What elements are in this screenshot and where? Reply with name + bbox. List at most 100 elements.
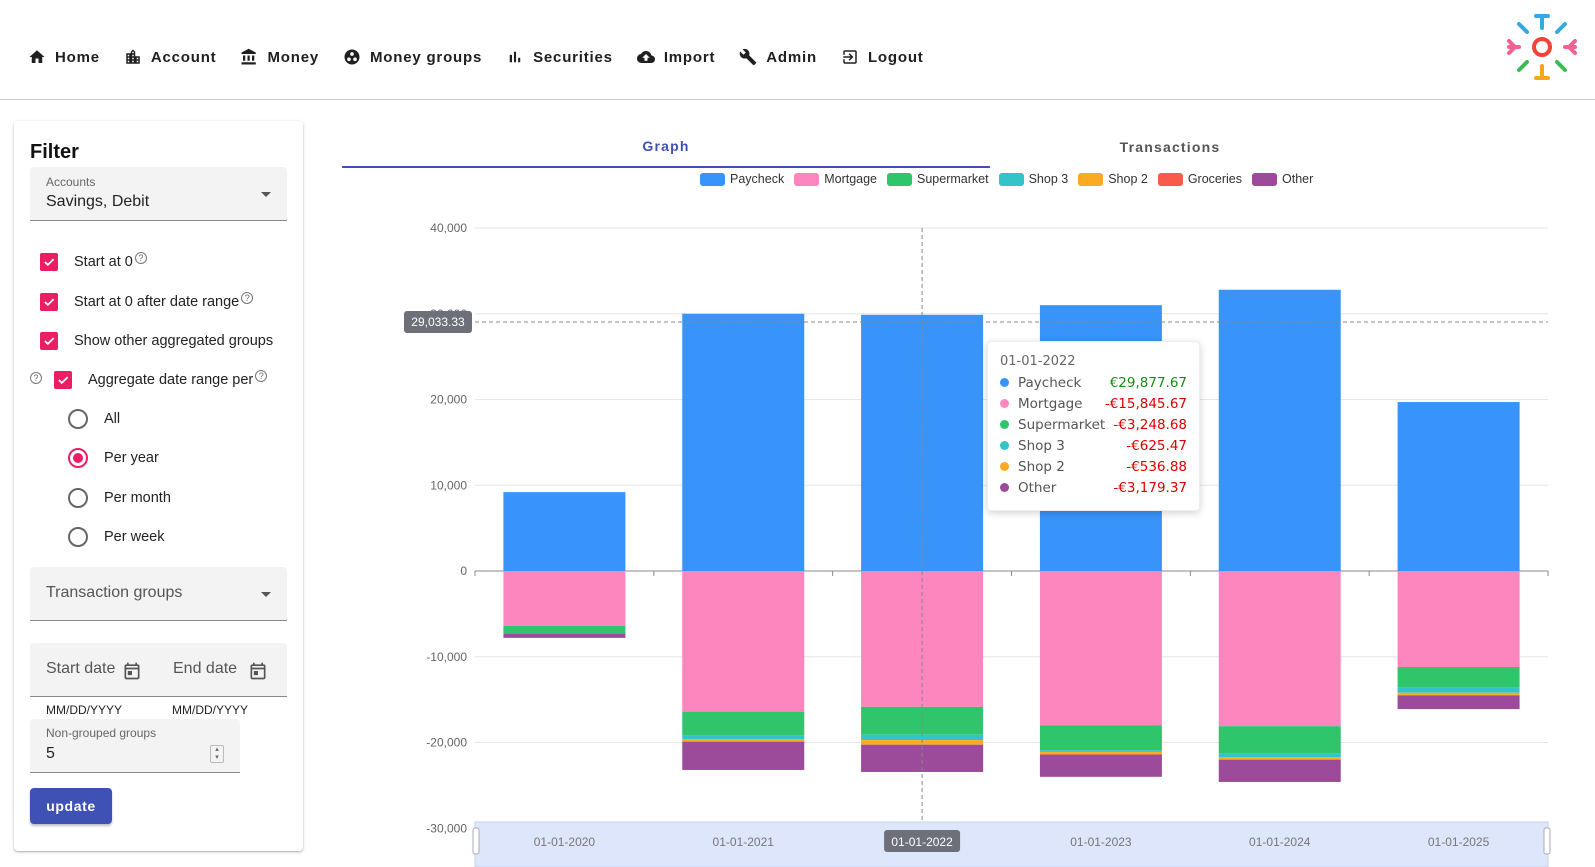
bar-segment-supermarket[interactable] (682, 711, 805, 736)
legend-item-supermarket[interactable]: Supermarket (887, 172, 989, 186)
legend-label: Other (1282, 172, 1314, 186)
start-at-zero-checkbox[interactable]: Start at 0 ? (40, 252, 147, 271)
tooltip-value: -€625.47 (1126, 437, 1187, 454)
legend-item-shop-3[interactable]: Shop 3 (998, 172, 1068, 186)
y-tick-label: -20,000 (426, 736, 467, 750)
chart-legend: Paycheck Mortgage Supermarket Shop 3 Sho… (700, 172, 1323, 186)
help-icon[interactable]: ? (241, 292, 254, 304)
legend-label: Shop 2 (1108, 172, 1148, 186)
nav-home[interactable]: Home (16, 40, 112, 74)
chart-tooltip: 01-01-2022 Paycheck €29,877.67 Mortgage -€1… (987, 341, 1200, 511)
bar-segment-mortgage[interactable] (1397, 571, 1520, 668)
show-other-checkbox[interactable]: Show other aggregated groups (40, 332, 273, 350)
checkbox-checked-icon (54, 371, 72, 389)
calendar-icon[interactable] (248, 661, 268, 681)
bar-segment-supermarket[interactable] (1218, 726, 1341, 754)
nav-admin-label: Admin (766, 48, 817, 66)
bar-segment-shop-3[interactable] (1218, 753, 1341, 758)
bar-segment-other[interactable] (503, 633, 626, 638)
tooltip-series-name: Mortgage (1018, 395, 1083, 412)
bar-segment-supermarket[interactable] (1039, 725, 1162, 751)
tab-transactions[interactable]: Transactions (1119, 139, 1221, 155)
legend-swatch (887, 172, 913, 186)
nav-money-groups[interactable]: Money groups (331, 40, 494, 74)
bar-segment-other[interactable] (1218, 759, 1341, 782)
end-date-input[interactable]: End date (173, 660, 238, 677)
tooltip-value: -€3,179.37 (1113, 479, 1187, 496)
nav-admin[interactable]: Admin (727, 40, 829, 74)
legend-item-groceries[interactable]: Groceries (1157, 172, 1242, 186)
aggregate-checkbox[interactable]: ? Aggregate date range per ? (30, 370, 268, 389)
bar-segment-supermarket[interactable] (503, 625, 626, 634)
bar-segment-other[interactable] (1039, 754, 1162, 777)
bar-segment-mortgage[interactable] (1218, 571, 1341, 727)
nav-import-label: Import (663, 48, 716, 66)
legend-item-other[interactable]: Other (1252, 172, 1313, 186)
transaction-groups-label: Transaction groups (46, 584, 183, 601)
tooltip-value: -€3,248.68 (1113, 416, 1187, 433)
bar-segment-other[interactable] (682, 741, 805, 770)
bar-segment-shop-2[interactable] (682, 739, 805, 742)
bar-segment-mortgage[interactable] (503, 571, 626, 626)
bar-segment-mortgage[interactable] (682, 571, 805, 712)
bar-segment-shop-3[interactable] (682, 735, 805, 740)
tab-graph[interactable]: Graph (342, 126, 990, 168)
nav-logout[interactable]: Logout (829, 40, 936, 74)
nav-securities[interactable]: Securities (494, 40, 625, 74)
bar-segment-shop-2[interactable] (1218, 757, 1341, 760)
radio-per-week[interactable]: Per week (68, 527, 164, 547)
bar-segment-shop-2[interactable] (1039, 751, 1162, 755)
legend-swatch (1078, 172, 1104, 186)
transaction-groups-select[interactable]: Transaction groups (30, 567, 287, 621)
legend-swatch (1157, 172, 1183, 186)
bar-segment-shop-3[interactable] (1397, 687, 1520, 693)
y-tick-label: -10,000 (426, 650, 467, 664)
bar-segment-mortgage[interactable] (1039, 571, 1162, 726)
calendar-icon[interactable] (122, 661, 142, 681)
legend-swatch (998, 172, 1024, 186)
bar-segment-supermarket[interactable] (1397, 667, 1520, 688)
zoom-handle-right (1543, 827, 1551, 855)
bar-segment-shop-3[interactable] (1039, 750, 1162, 752)
bar-segment-other[interactable] (1397, 695, 1520, 710)
radio-per-month[interactable]: Per month (68, 488, 171, 508)
help-icon[interactable]: ? (30, 372, 42, 384)
x-tick-label: 01-01-2022 (891, 835, 953, 849)
bar-segment-paycheck[interactable] (503, 492, 626, 571)
radio-unchecked-icon (68, 527, 88, 547)
radio-per-year[interactable]: Per year (68, 448, 159, 468)
non-grouped-input[interactable]: Non-grouped groups 5 ▴ ▾ (30, 719, 240, 773)
show-other-label: Show other aggregated groups (74, 333, 274, 349)
nav-money[interactable]: Money (228, 40, 331, 74)
legend-label: Supermarket (917, 172, 989, 186)
radio-all[interactable]: All (68, 409, 120, 429)
bar-segment-shop-2[interactable] (1397, 692, 1520, 696)
legend-item-mortgage[interactable]: Mortgage (794, 172, 877, 186)
help-icon[interactable]: ? (255, 370, 268, 382)
radio-checked-icon (68, 448, 88, 468)
update-button[interactable]: update (30, 788, 112, 824)
y-tick-label: 0 (460, 564, 467, 578)
bar-segment-paycheck[interactable] (1397, 402, 1520, 571)
y-tick-label: 20,000 (430, 393, 467, 407)
stepper-icon[interactable]: ▴ ▾ (210, 745, 224, 763)
filter-title: Filter (30, 141, 79, 163)
bar-segment-paycheck[interactable] (1218, 289, 1341, 571)
start-after-range-checkbox[interactable]: Start at 0 after date range ? (40, 292, 254, 311)
start-date-input[interactable]: Start date (46, 660, 116, 677)
legend-item-paycheck[interactable]: Paycheck (700, 172, 784, 186)
aggregate-label: Aggregate date range per (88, 372, 254, 388)
checkbox-checked-icon (40, 253, 58, 271)
bar-segment-shop-3[interactable] (861, 734, 984, 741)
radio-per-week-label: Per week (104, 529, 165, 545)
help-icon[interactable]: ? (134, 252, 147, 264)
tooltip-series-name: Shop 3 (1018, 437, 1065, 454)
date-range-field: Start date End date (30, 643, 287, 697)
bar-segment-paycheck[interactable] (682, 313, 805, 571)
accounts-select[interactable]: Accounts Savings, Debit (30, 167, 287, 221)
app-logo[interactable] (1505, 12, 1579, 82)
nav-import[interactable]: Import (625, 40, 727, 74)
nav-account[interactable]: Account (112, 40, 229, 74)
legend-item-shop-2[interactable]: Shop 2 (1078, 172, 1148, 186)
logout-icon (843, 50, 857, 64)
